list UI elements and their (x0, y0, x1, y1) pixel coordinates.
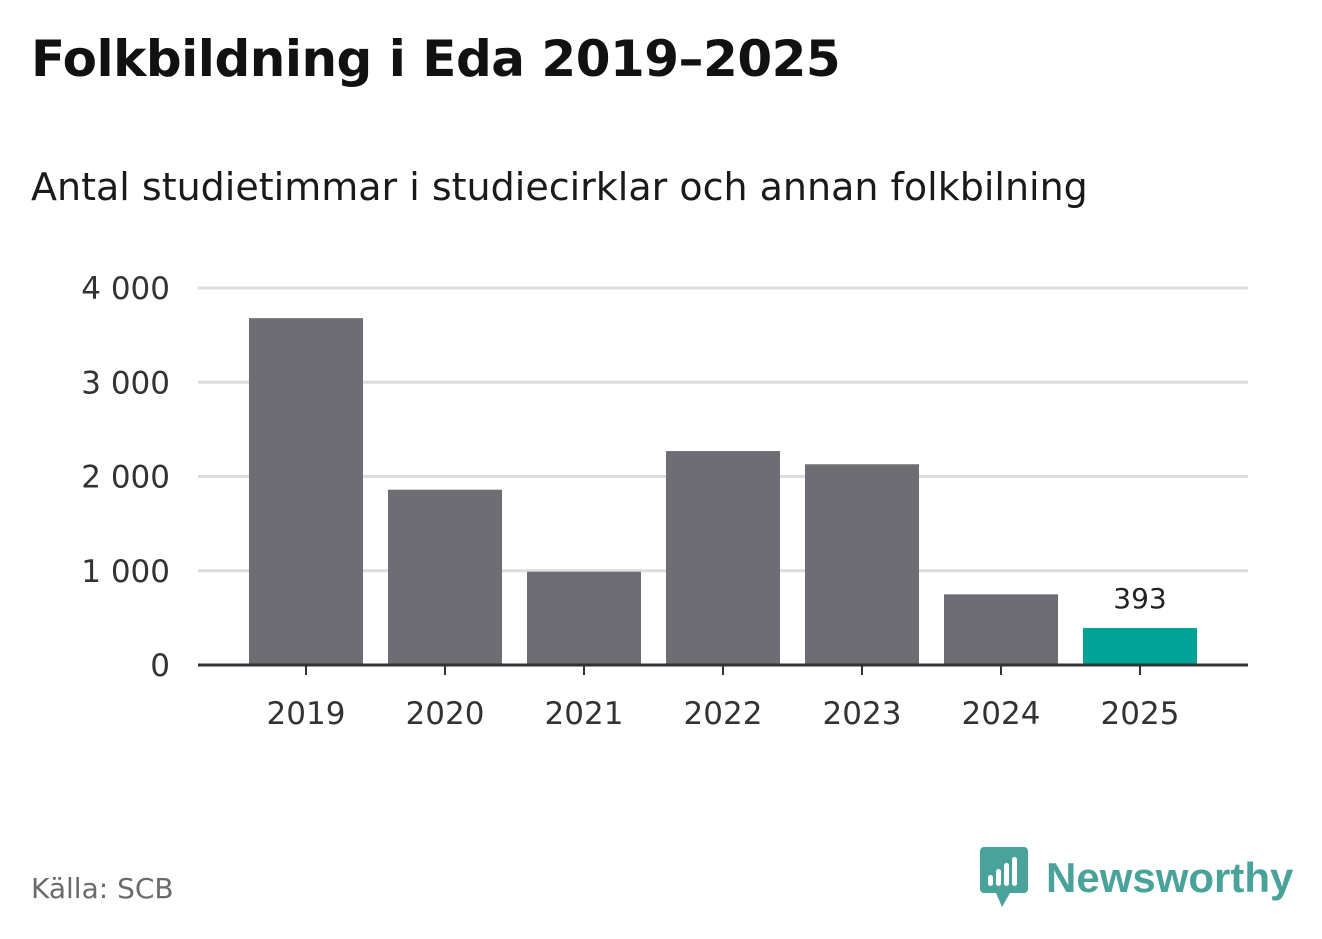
bar-2024 (944, 594, 1058, 665)
x-tick-label-2022: 2022 (684, 696, 763, 732)
brand-name: Newsworthy (1046, 854, 1294, 901)
data-labels: 393 (1113, 582, 1166, 615)
y-axis-tick-labels: 0 1 000 2 000 3 000 4 000 (81, 271, 170, 684)
x-tick-label-2021: 2021 (545, 696, 624, 732)
y-tick-label: 2 000 (81, 460, 170, 496)
bars (249, 318, 1197, 665)
bar-2023 (805, 464, 919, 665)
source-note: Källa: SCB (31, 872, 174, 905)
y-tick-label: 3 000 (81, 365, 170, 401)
bar-2021 (527, 571, 641, 665)
data-label-2025: 393 (1113, 582, 1166, 615)
chart-subtitle: Antal studietimmar i studiecirklar och a… (31, 165, 1088, 209)
brand-logo: Newsworthy (980, 846, 1293, 910)
chart-title: Folkbildning i Eda 2019–2025 (31, 30, 841, 88)
newsworthy-logo-icon (980, 847, 1028, 907)
x-tick-label-2024: 2024 (962, 696, 1041, 732)
y-tick-label: 4 000 (81, 271, 170, 307)
x-axis (198, 663, 1248, 675)
bar-2025 (1083, 627, 1197, 665)
bar-2020 (388, 489, 502, 665)
y-tick-label: 1 000 (81, 554, 170, 590)
x-tick-label-2025: 2025 (1101, 696, 1180, 732)
x-tick-label-2023: 2023 (823, 696, 902, 732)
x-tick-label-2020: 2020 (406, 696, 485, 732)
bar-2022 (666, 451, 780, 665)
x-tick-label-2019: 2019 (267, 696, 346, 732)
bar-2019 (249, 318, 363, 665)
x-axis-tick-labels: 2019 2020 2021 2022 2023 2024 2025 (267, 696, 1180, 732)
y-tick-label: 0 (150, 648, 170, 684)
